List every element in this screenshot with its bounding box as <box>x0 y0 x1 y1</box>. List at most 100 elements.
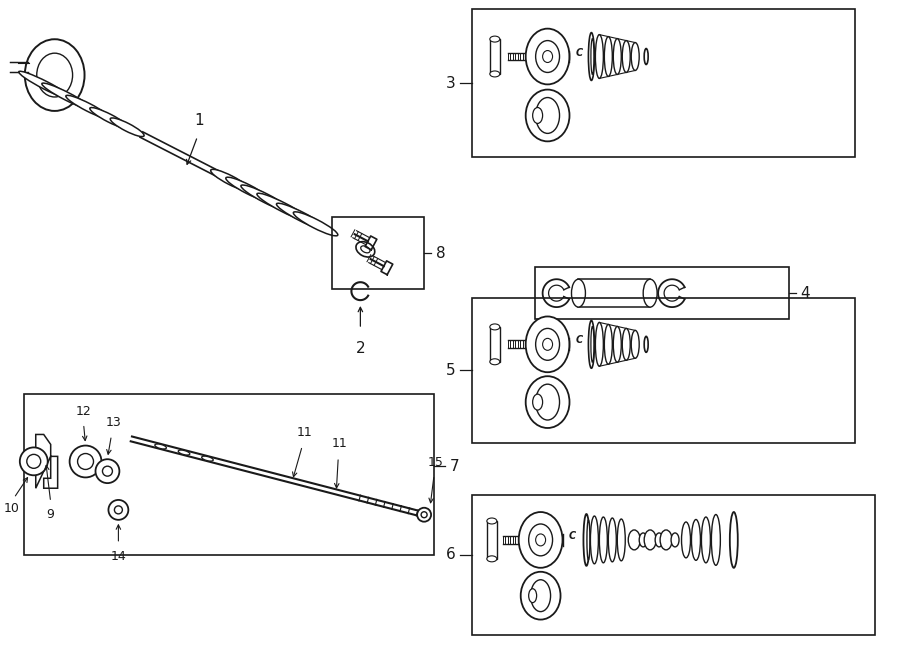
Ellipse shape <box>533 394 543 410</box>
Ellipse shape <box>711 514 720 565</box>
Text: 13: 13 <box>105 416 122 430</box>
Text: 7: 7 <box>450 459 460 474</box>
Ellipse shape <box>110 118 144 137</box>
Ellipse shape <box>671 533 679 547</box>
Ellipse shape <box>528 589 536 603</box>
Ellipse shape <box>226 177 270 201</box>
Ellipse shape <box>533 108 543 124</box>
Ellipse shape <box>543 338 553 350</box>
Ellipse shape <box>604 36 612 77</box>
Bar <box>535 267 788 319</box>
Text: 12: 12 <box>76 405 92 418</box>
Ellipse shape <box>701 517 710 563</box>
Ellipse shape <box>536 329 560 360</box>
Ellipse shape <box>293 212 338 236</box>
Ellipse shape <box>536 384 560 420</box>
Ellipse shape <box>521 572 561 619</box>
Ellipse shape <box>691 520 700 561</box>
Ellipse shape <box>631 330 639 358</box>
Text: 5: 5 <box>446 363 456 378</box>
Text: 2: 2 <box>356 341 365 356</box>
Ellipse shape <box>37 53 73 97</box>
Ellipse shape <box>518 512 562 568</box>
Ellipse shape <box>681 522 690 558</box>
Ellipse shape <box>42 83 92 110</box>
Text: 8: 8 <box>436 246 446 261</box>
Ellipse shape <box>526 28 570 85</box>
Ellipse shape <box>644 48 648 65</box>
Text: 4: 4 <box>800 286 810 301</box>
Bar <box>23 394 434 555</box>
Text: 14: 14 <box>111 550 126 563</box>
Ellipse shape <box>644 279 657 307</box>
Ellipse shape <box>589 321 594 368</box>
Ellipse shape <box>155 444 166 449</box>
Bar <box>472 9 855 157</box>
Ellipse shape <box>536 98 560 134</box>
Ellipse shape <box>528 524 553 556</box>
Text: 15: 15 <box>428 456 444 469</box>
Ellipse shape <box>178 450 190 455</box>
Circle shape <box>20 447 48 475</box>
Ellipse shape <box>596 323 603 366</box>
Ellipse shape <box>617 519 626 561</box>
Ellipse shape <box>572 279 585 307</box>
Text: 9: 9 <box>47 508 55 521</box>
Ellipse shape <box>90 108 129 129</box>
Ellipse shape <box>644 336 648 352</box>
Ellipse shape <box>526 317 570 372</box>
Ellipse shape <box>490 324 500 330</box>
Ellipse shape <box>536 40 560 73</box>
Ellipse shape <box>622 329 630 360</box>
Ellipse shape <box>25 39 85 111</box>
Polygon shape <box>36 434 58 488</box>
Ellipse shape <box>356 242 374 257</box>
Ellipse shape <box>361 246 370 253</box>
Ellipse shape <box>631 42 639 71</box>
Ellipse shape <box>66 95 111 119</box>
Circle shape <box>114 506 122 514</box>
Ellipse shape <box>211 169 250 191</box>
Ellipse shape <box>608 518 617 562</box>
Ellipse shape <box>591 327 594 362</box>
Ellipse shape <box>490 36 500 42</box>
Ellipse shape <box>613 38 621 75</box>
Ellipse shape <box>596 34 603 79</box>
Ellipse shape <box>526 90 570 141</box>
Bar <box>472 495 875 635</box>
Ellipse shape <box>256 193 310 221</box>
Ellipse shape <box>19 71 72 99</box>
Ellipse shape <box>543 50 553 63</box>
Circle shape <box>108 500 129 520</box>
Ellipse shape <box>276 203 327 230</box>
Circle shape <box>27 454 40 468</box>
Text: C: C <box>576 48 583 58</box>
Text: 11: 11 <box>296 426 312 439</box>
Ellipse shape <box>622 40 630 73</box>
Ellipse shape <box>241 185 291 212</box>
Text: C: C <box>576 335 583 345</box>
Text: C: C <box>569 531 576 541</box>
Ellipse shape <box>202 456 213 461</box>
Text: 3: 3 <box>446 75 456 91</box>
Ellipse shape <box>591 38 594 75</box>
Ellipse shape <box>531 580 551 611</box>
Bar <box>490 327 500 362</box>
Ellipse shape <box>639 533 647 547</box>
Text: 1: 1 <box>194 113 204 128</box>
Bar <box>332 217 424 289</box>
Circle shape <box>103 466 112 476</box>
Ellipse shape <box>660 530 672 550</box>
Circle shape <box>95 459 120 483</box>
Circle shape <box>77 453 94 469</box>
Bar <box>487 521 497 559</box>
Ellipse shape <box>490 359 500 365</box>
Ellipse shape <box>613 327 621 362</box>
Ellipse shape <box>604 325 612 364</box>
Ellipse shape <box>589 32 594 81</box>
Text: 10: 10 <box>4 502 20 515</box>
Text: 11: 11 <box>331 437 347 450</box>
Ellipse shape <box>730 512 738 568</box>
Bar <box>579 279 650 307</box>
Circle shape <box>417 508 431 522</box>
